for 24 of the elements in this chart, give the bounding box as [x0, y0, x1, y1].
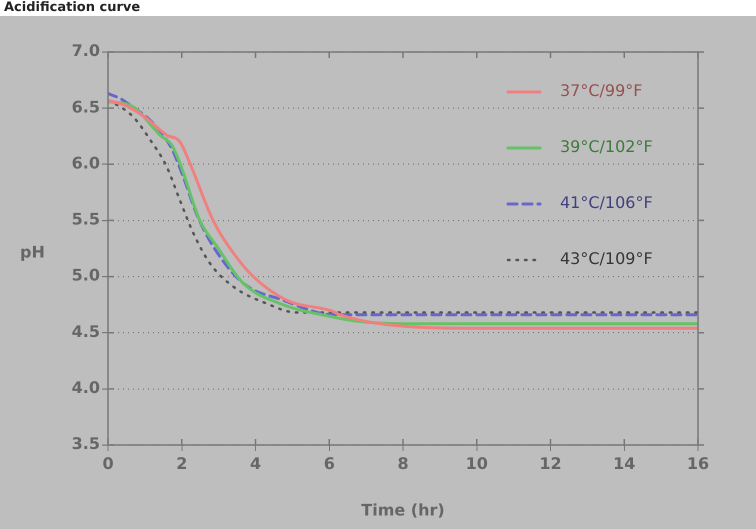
- legend-label: 39°C/102°F: [560, 137, 653, 156]
- y-tick-label: 6.0: [72, 153, 100, 172]
- chart-title: Acidification curve: [3, 0, 142, 16]
- x-tick-label: 4: [250, 454, 262, 473]
- legend-label: 37°C/99°F: [560, 81, 642, 100]
- x-tick-label: 12: [539, 454, 562, 473]
- y-tick-label: 6.5: [72, 97, 100, 116]
- x-tick-label: 6: [324, 454, 335, 473]
- y-tick-label: 5.0: [72, 266, 100, 285]
- x-tick-label: 0: [102, 454, 114, 473]
- y-tick-label: 3.5: [72, 434, 100, 454]
- y-tick-label: 7.0: [72, 41, 100, 60]
- y-tick-label: 4.5: [72, 322, 100, 341]
- x-axis-title: Time (hr): [361, 500, 445, 520]
- y-tick-label: 4.0: [72, 378, 100, 398]
- x-tick-label: 10: [466, 454, 488, 473]
- legend-label: 43°C/109°F: [560, 249, 653, 268]
- x-tick-label: 8: [397, 454, 409, 473]
- y-tick-label: 5.5: [72, 210, 100, 229]
- x-tick-label: 16: [686, 454, 710, 473]
- y-axis-title: pH: [20, 242, 45, 262]
- x-tick-label: 2: [176, 454, 188, 473]
- x-tick-label: 14: [613, 454, 636, 473]
- legend-label: 41°C/106°F: [560, 193, 653, 212]
